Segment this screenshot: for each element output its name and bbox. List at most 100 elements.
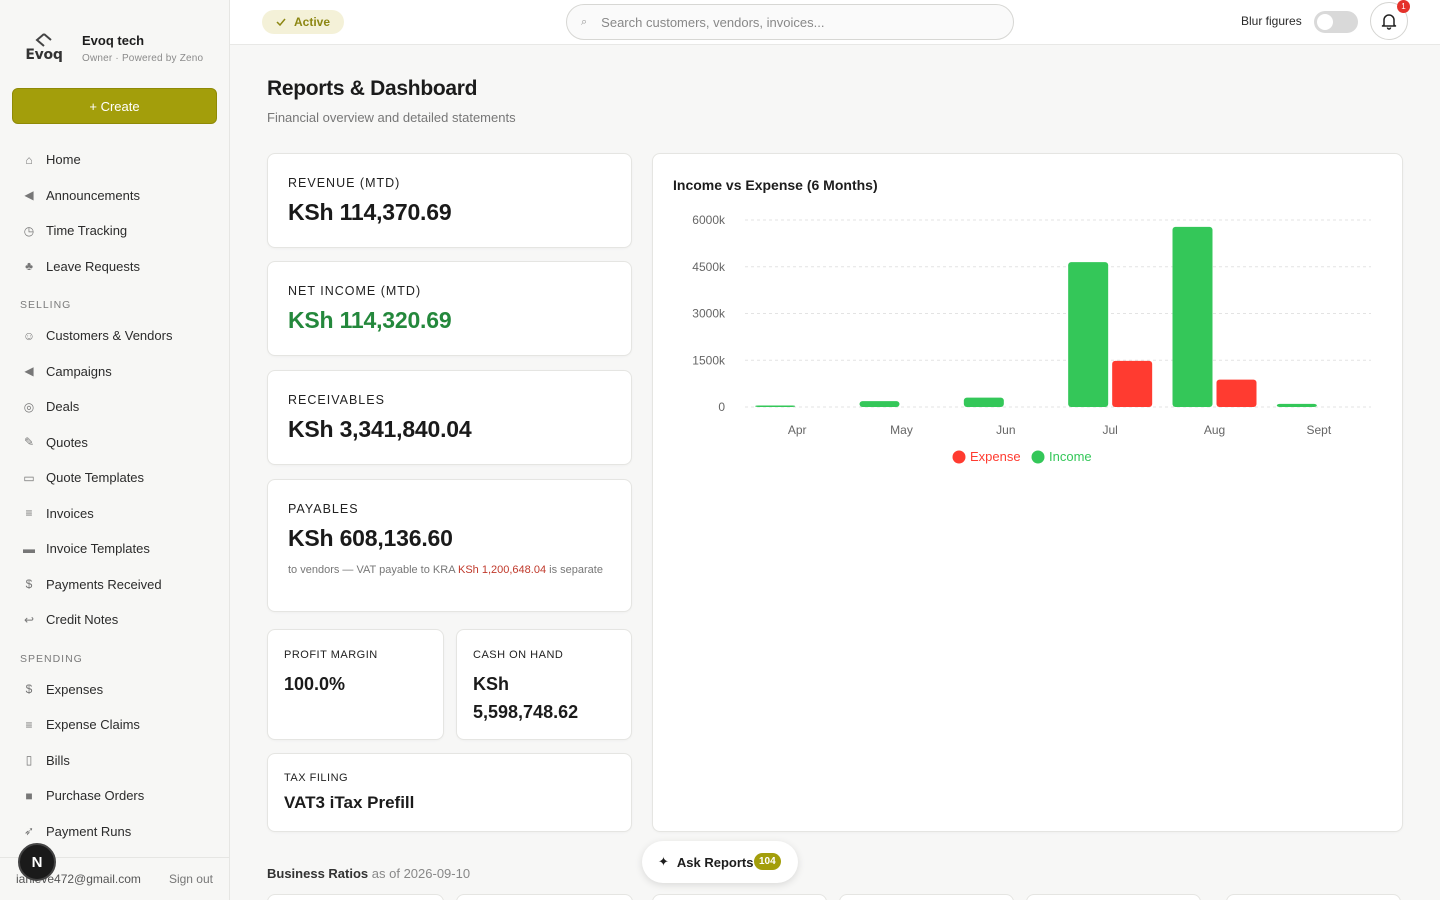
sidebar-item-label: Payment Runs [46,823,132,839]
search-input[interactable] [601,14,982,30]
create-button[interactable]: + Create [12,88,217,124]
sidebar: Evoq Evoq tech Owner · Powered by Zeno +… [0,0,230,900]
receipt-icon: ≡ [25,506,33,521]
receipt-icon: ≡ [25,717,33,732]
ratio-card [456,894,633,900]
avatar[interactable]: N [18,843,56,881]
tax-filing-value: VAT3 iTax Prefill [284,793,415,812]
sidebar-item-credit-notes[interactable]: ↩ Credit Notes [0,602,229,638]
sidebar-item-time-tracking[interactable]: ◷ Time Tracking [0,213,229,249]
logo-mark-icon [35,33,52,47]
section-spending: SPENDING [20,652,83,665]
sidebar-item-quote-templates[interactable]: ▭ Quote Templates [0,460,229,496]
tax-filing-card[interactable]: TAX FILING VAT3 iTax Prefill [267,753,632,832]
search-icon: ⌕ [581,15,588,28]
sidebar-item-label: Home [46,152,81,168]
sidebar-item-quotes[interactable]: ✎ Quotes [0,425,229,461]
receivables-card[interactable]: RECEIVABLES KSh 3,341,840.04 [267,370,632,465]
sparkle-icon: ✦ [658,854,669,869]
profit-margin-card[interactable]: PROFIT MARGIN 100.0% [267,629,444,740]
x-tick-label: Jun [996,423,1015,437]
sidebar-item-label: Quote Templates [46,470,145,486]
net-income-value: KSh 114,320.69 [288,307,452,333]
legend-income-swatch [1031,450,1045,464]
x-tick-label: Apr [788,423,807,437]
cash-currency: KSh [473,674,509,694]
logo-word: Evoq [25,47,63,63]
legend-expense-label: Expense [970,449,1021,464]
sidebar-item-expenses[interactable]: $ Expenses [0,672,229,708]
payables-card[interactable]: PAYABLES KSh 608,136.60 to vendors — VAT… [267,479,632,612]
x-tick-label: May [890,423,913,437]
cash-on-hand-card[interactable]: CASH ON HAND KSh 5,598,748.62 [456,629,632,740]
sidebar-item-customers-vendors[interactable]: ☺ Customers & Vendors [0,318,229,354]
brand[interactable]: Evoq Evoq tech Owner · Powered by Zeno [22,30,203,66]
company-name: Evoq tech [82,32,145,48]
vat-payable-amount: KSh 1,200,648.04 [458,564,547,576]
sidebar-item-payment-runs[interactable]: ➶ Payment Runs [0,814,229,850]
money-wings-icon: $ [25,682,33,697]
ask-reports-count: 104 [754,853,781,870]
sidebar-item-campaigns[interactable]: ◀ Campaigns [0,354,229,390]
package-icon: ■ [25,788,33,803]
sidebar-item-bills[interactable]: ▯ Bills [0,743,229,779]
y-tick-label: 1500k [692,353,726,367]
y-tick-label: 4500k [692,260,726,274]
cash-on-hand-value: KSh 5,598,748.62 [473,670,615,726]
search-bar[interactable]: ⌕ [566,4,1014,40]
sidebar-item-deals[interactable]: ◎ Deals [0,389,229,425]
chart-title: Income vs Expense (6 Months) [673,177,878,193]
ratio-card [1226,894,1401,900]
sidebar-item-label: Credit Notes [46,612,119,628]
sidebar-item-label: Deals [46,399,80,415]
home-icon: ⌂ [25,152,33,167]
sidebar-item-label: Quotes [46,434,88,450]
cash-on-hand-label: CASH ON HAND [473,649,564,661]
sidebar-item-expense-claims[interactable]: ≡ Expense Claims [0,707,229,743]
status-label: Active [294,15,331,29]
ask-reports-button[interactable]: ✦ Ask Reports 104 [642,841,798,883]
blur-figures-toggle[interactable] [1314,11,1358,33]
check-icon [276,18,286,26]
legend-expense-swatch [952,450,966,464]
status-badge: Active [262,10,345,34]
receivables-label: RECEIVABLES [288,393,385,407]
sign-out-link[interactable]: Sign out [168,872,213,886]
x-tick-label: Jul [1102,423,1117,437]
stopwatch-icon: ◷ [23,223,35,238]
megaphone-icon: ◀ [24,188,34,203]
net-income-card[interactable]: NET INCOME (MTD) KSh 114,320.69 [267,261,632,356]
sidebar-item-leave-requests[interactable]: ♣ Leave Requests [0,249,229,285]
sidebar-item-payments-received[interactable]: $ Payments Received [0,567,229,603]
x-tick-label: Sept [1306,423,1331,437]
tax-filing-label: TAX FILING [284,772,349,784]
runner-icon: ➶ [23,824,35,839]
target-icon: ◎ [23,399,35,414]
sidebar-item-label: Expense Claims [46,717,140,733]
sidebar-item-home[interactable]: ⌂ Home [0,142,229,178]
x-tick-label: Aug [1204,423,1225,437]
palm-tree-icon: ♣ [25,259,33,274]
ask-reports-label: Ask Reports [676,854,754,870]
sidebar-item-purchase-orders[interactable]: ■ Purchase Orders [0,778,229,814]
section-selling: SELLING [20,299,72,311]
sidebar-item-label: Bills [46,752,70,768]
ratio-card [652,894,827,900]
receivables-value: KSh 3,341,840.04 [288,416,472,442]
company-subtitle: Owner · Powered by Zeno [82,52,204,64]
income-expense-chart-card: Income vs Expense (6 Months) 0 1500k 3000k… [652,153,1403,832]
business-ratios-heading: Business Ratios as of 2026-09-10 [267,866,470,881]
y-tick-label: 0 [718,400,725,414]
memo-icon: ✎ [23,435,35,450]
sidebar-item-announcements[interactable]: ◀ Announcements [0,178,229,214]
folder-icon: ▬ [23,541,35,556]
revenue-card[interactable]: REVENUE (MTD) KSh 114,370.69 [267,153,632,248]
sidebar-item-invoices[interactable]: ≡ Invoices [0,496,229,532]
return-icon: ↩ [23,612,35,627]
sidebar-item-label: Campaigns [46,363,112,379]
sidebar-item-label: Time Tracking [46,223,128,239]
sidebar-item-label: Invoices [46,505,94,521]
ratio-card [267,894,444,900]
people-icon: ☺ [22,328,36,343]
sidebar-item-invoice-templates[interactable]: ▬ Invoice Templates [0,531,229,567]
